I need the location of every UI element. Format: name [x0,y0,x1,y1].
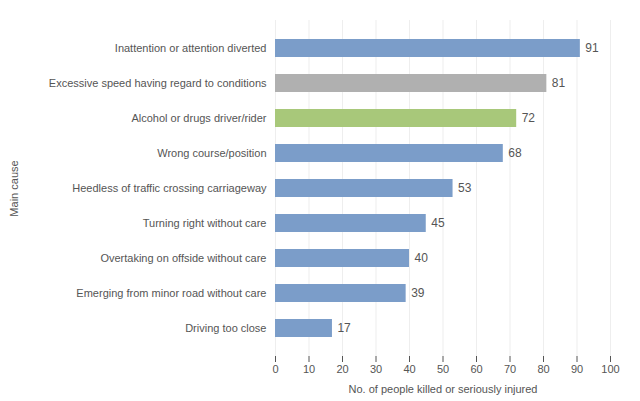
svg-text:Emerging from minor road witho: Emerging from minor road without care [76,287,266,299]
svg-text:Overtaking on offside without: Overtaking on offside without care [100,252,266,264]
svg-text:Driving too close: Driving too close [185,322,266,334]
svg-text:Excessive speed having regard: Excessive speed having regard to conditi… [49,77,267,89]
svg-text:68: 68 [508,146,522,160]
svg-text:90: 90 [571,363,583,375]
svg-text:70: 70 [504,363,516,375]
svg-text:0: 0 [272,363,278,375]
svg-text:30: 30 [370,363,382,375]
svg-text:Alcohol or drugs driver/rider: Alcohol or drugs driver/rider [131,112,266,124]
svg-text:Inattention or attention diver: Inattention or attention diverted [115,42,267,54]
svg-text:Wrong course/position: Wrong course/position [157,147,266,159]
svg-text:10: 10 [303,363,315,375]
svg-text:Main cause: Main cause [8,160,20,216]
svg-text:Turning right without care: Turning right without care [143,217,267,229]
svg-text:60: 60 [470,363,482,375]
svg-text:39: 39 [411,286,425,300]
svg-text:40: 40 [415,251,429,265]
svg-text:17: 17 [337,321,351,335]
svg-text:53: 53 [458,181,472,195]
svg-text:100: 100 [601,363,619,375]
svg-text:81: 81 [552,76,566,90]
svg-text:20: 20 [336,363,348,375]
svg-text:45: 45 [431,216,445,230]
svg-text:40: 40 [403,363,415,375]
svg-text:Heedless of traffic crossing c: Heedless of traffic crossing carriageway [72,182,267,194]
svg-text:No. of people killed or seriou: No. of people killed or seriously injure… [349,383,538,395]
svg-text:91: 91 [585,41,599,55]
svg-text:50: 50 [437,363,449,375]
svg-text:80: 80 [537,363,549,375]
svg-text:72: 72 [522,111,536,125]
